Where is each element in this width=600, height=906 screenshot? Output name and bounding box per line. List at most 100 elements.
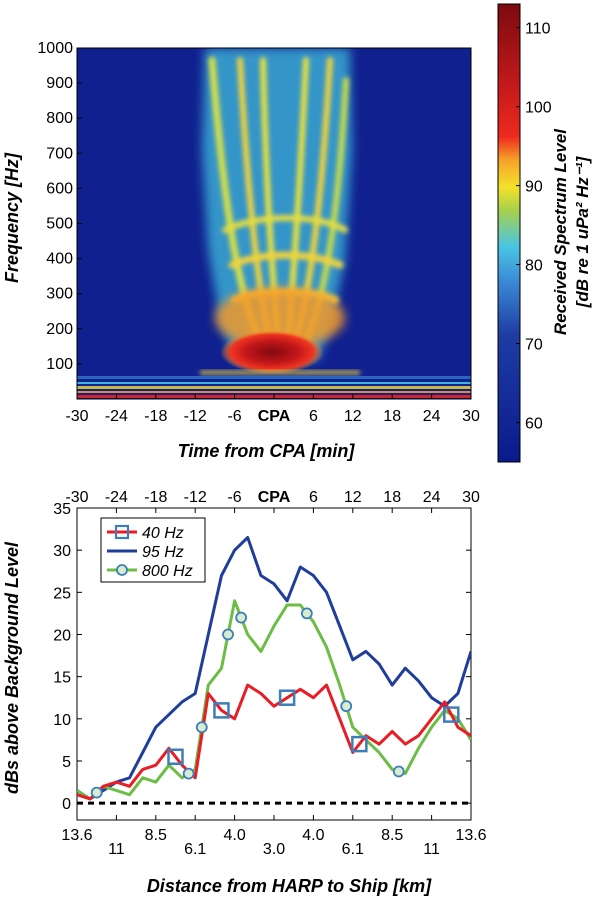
line-bottom-tick-label: 11: [423, 841, 440, 858]
colorbar-tick-label: 100: [525, 100, 552, 117]
spectrogram: 100 200 300 400 500 600 700 800 900 1000 -30 -24 -1…: [2, 40, 480, 461]
series-layer: [77, 536, 471, 801]
colorbar-title-line1: Received Spectrum Level: [551, 128, 570, 335]
spec-y-tick-label: 600: [46, 180, 73, 197]
spectrogram-y-title: Frequency [Hz]: [2, 152, 22, 283]
line-y-tick-label: 30: [53, 543, 71, 560]
line-y-tick-label: 25: [53, 585, 71, 602]
spectrogram-x-ticks: -30 -24 -18 -12 -6 CPA 6 12 18 24 30: [65, 394, 480, 425]
legend-item-95hz: 95 Hz: [107, 544, 184, 561]
line-top-tick-label: 18: [383, 489, 401, 506]
line-y-tick-label: 10: [53, 712, 71, 729]
spectrogram-x-title: Time from CPA [min]: [178, 441, 356, 461]
line-top-tick-label: 30: [462, 489, 480, 506]
line-top-tick-label: -30: [65, 489, 88, 506]
line-y-tick-label: 20: [53, 627, 71, 644]
colorbar-tick-label: 110: [525, 21, 551, 38]
line-top-tick-label: -24: [105, 489, 128, 506]
spec-y-tick-label: 500: [46, 216, 73, 233]
series-line-95hz: [77, 536, 471, 801]
line-bottom-tick-label: 3.0: [263, 841, 285, 858]
line-bottom-tick-label: 4.0: [223, 827, 245, 844]
marker-800hz: [340, 700, 353, 713]
legend-item-800hz: 800 Hz: [107, 563, 193, 580]
colorbar-tick-label: 60: [525, 416, 543, 433]
spec-x-tick-label: -24: [105, 408, 128, 425]
line-y-tick-label: 5: [62, 754, 71, 771]
marker-800hz: [392, 765, 405, 778]
spectrogram-y-ticks: 100 200 300 400 500 600 700 800 900 1000: [37, 40, 82, 373]
marker-800hz: [90, 786, 103, 799]
spec-x-tick-label: 12: [344, 408, 362, 425]
spec-y-tick-label: 300: [46, 286, 73, 303]
marker-40hz: [443, 706, 460, 723]
marker-40hz: [278, 689, 296, 706]
marker-800hz: [222, 628, 234, 641]
spec-y-tick-label: 900: [46, 75, 73, 92]
spec-x-tick-label: 30: [462, 408, 480, 425]
line-y-title: dBs above Background Level: [2, 541, 22, 794]
spec-y-tick-label: 700: [46, 145, 73, 162]
legend-marker-40hz: [114, 524, 130, 540]
line-top-tick-label: -12: [184, 489, 207, 506]
spec-x-tick-label: CPA: [258, 408, 291, 425]
marker-800hz: [300, 607, 313, 620]
line-top-tick-label: 6: [309, 489, 318, 506]
colorbar-title-line2: [dB re 1 uPa² Hz⁻¹]: [573, 155, 592, 308]
marker-40hz: [167, 748, 184, 766]
line-bottom-tick-label: 8.5: [145, 827, 167, 844]
line-top-tick-label: -18: [144, 489, 167, 506]
spec-y-tick-label: 800: [46, 110, 73, 127]
spectrogram-hot-core: [220, 330, 324, 374]
line-top-ticks: -30 -24 -18 -12 -6 CPA 6 12 18 24 30: [65, 489, 480, 513]
spec-y-tick-label: 400: [46, 251, 73, 268]
spec-x-tick-label: 18: [383, 408, 401, 425]
line-x-title: Distance from HARP to Ship [km]: [147, 876, 432, 896]
line-top-tick-label: 24: [423, 489, 441, 506]
series-line-40hz: [77, 683, 471, 801]
line-y-tick-label: 35: [53, 501, 71, 518]
marker-40hz: [351, 735, 368, 753]
line-top-tick-label: 12: [344, 489, 362, 506]
line-top-tick-label: CPA: [258, 489, 291, 506]
legend-label-800hz: 800 Hz: [142, 563, 193, 580]
legend-item-40hz: 40 Hz: [107, 524, 184, 542]
line-y-ticks: 0 5 10 15 20 25 30 35: [53, 501, 471, 813]
line-bottom-tick-label: 8.5: [381, 827, 403, 844]
spec-y-tick-label: 100: [46, 356, 73, 373]
line-bottom-tick-label: 13.6: [61, 827, 92, 844]
colorbar: 60 70 80 90 100 110 Received Spectrum Level […: [497, 3, 592, 463]
colorbar-tick-label: 80: [525, 258, 543, 275]
series-line-800hz: [77, 599, 471, 801]
marker-800hz: [195, 721, 208, 734]
legend: 40 Hz 95 Hz 800 Hz: [100, 517, 206, 583]
line-chart: 0 5 10 15 20 25 30 35 -30 -24 -18 -12 -6 CPA 6 12 18 24 3…: [2, 489, 487, 896]
colorbar-ticks: 60 70 80 90 100 110: [516, 21, 552, 433]
marker-40hz: [213, 702, 230, 719]
colorbar-tick-label: 70: [525, 337, 543, 354]
spec-x-tick-label: 24: [423, 408, 441, 425]
line-bottom-tick-label: 6.1: [342, 841, 364, 858]
colorbar-tick-label: 90: [525, 179, 543, 196]
spec-x-tick-label: 6: [309, 408, 318, 425]
marker-800hz: [182, 767, 195, 780]
spec-x-tick-label: -12: [184, 408, 207, 425]
spec-x-tick-label: -18: [144, 408, 167, 425]
line-y-tick-label: 15: [53, 670, 71, 687]
line-bottom-tick-label: 11: [108, 841, 125, 858]
spec-y-tick-label: 200: [46, 321, 73, 338]
line-bottom-tick-label: 6.1: [184, 841, 206, 858]
spec-x-tick-label: -30: [65, 408, 88, 425]
marker-800hz: [235, 611, 248, 624]
line-top-tick-label: -6: [227, 489, 241, 506]
line-y-tick-label: 0: [62, 796, 71, 813]
legend-marker-800hz: [116, 564, 128, 576]
line-bottom-tick-label: 13.6: [455, 827, 486, 844]
line-bottom-ticks: 13.6 11 8.5 6.1 4.0 3.0 4.0 6.1 8.5 11 13.6: [61, 815, 487, 858]
colorbar-scale: [497, 3, 521, 463]
legend-label-95hz: 95 Hz: [142, 544, 184, 561]
legend-label-40hz: 40 Hz: [142, 525, 184, 542]
spec-x-tick-label: -6: [227, 408, 241, 425]
spec-y-tick-label: 1000: [37, 40, 73, 57]
